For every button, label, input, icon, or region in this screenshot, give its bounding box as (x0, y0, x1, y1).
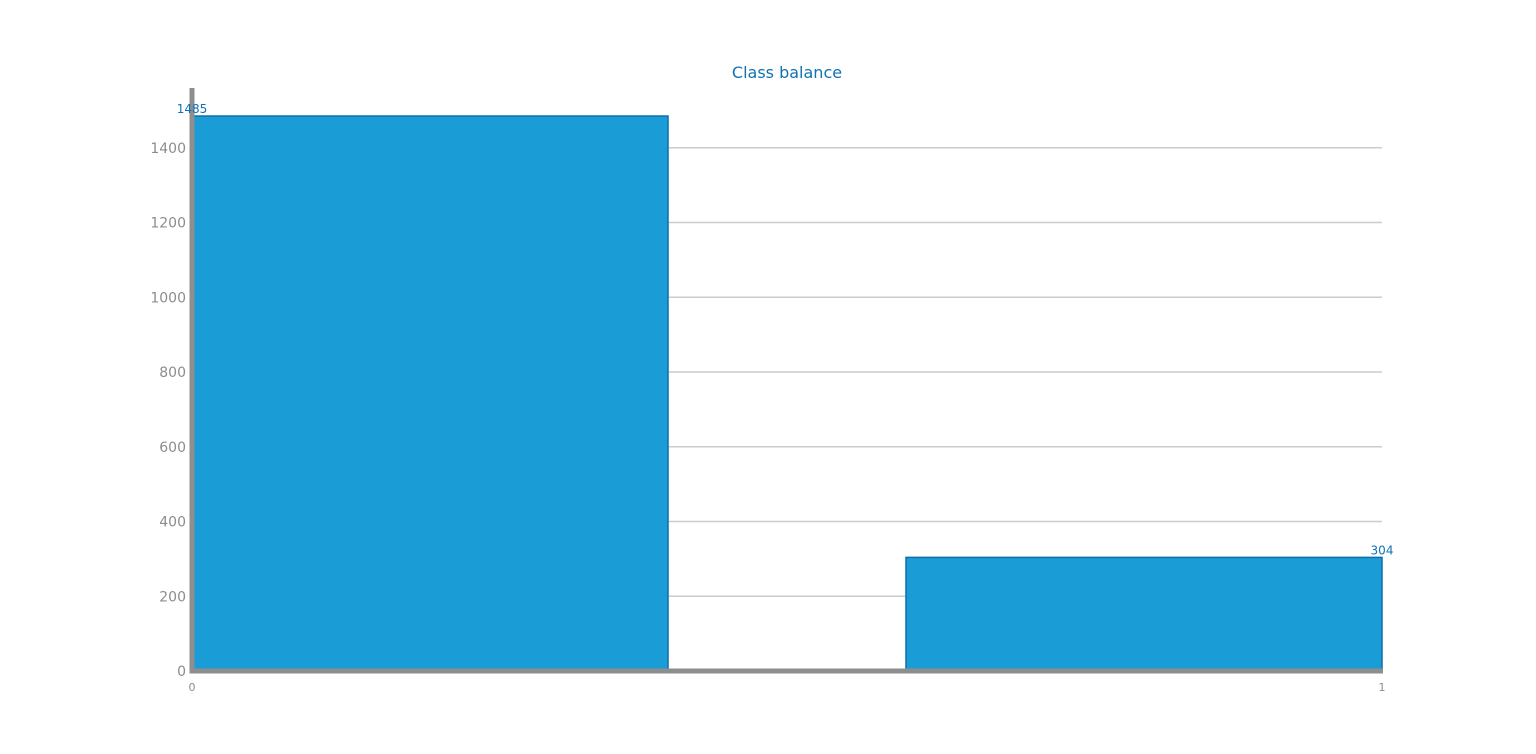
y-tick-label: 1400 (150, 141, 186, 157)
chart-title: Class balance (732, 63, 842, 82)
bar-0 (191, 115, 669, 672)
data-label-0: 1485 (177, 102, 208, 116)
data-label-1: 304 (1371, 543, 1394, 557)
y-tick-label: 200 (159, 589, 186, 605)
y-tick-label: 0 (177, 664, 186, 680)
bars (191, 115, 1383, 672)
axes (189, 88, 1383, 674)
y-tick-label: 1200 (150, 216, 186, 232)
x-tick-label: 1 (1379, 681, 1386, 694)
y-tick-label: 1000 (150, 290, 186, 306)
y-tick-label: 800 (159, 365, 186, 381)
labels: 0 200 400 600 800 1000 1200 1400 1485 304 0 1 (150, 102, 1393, 694)
x-tick-label: 0 (189, 681, 196, 694)
y-tick-label: 600 (159, 440, 186, 456)
bar-1 (905, 556, 1383, 672)
y-tick-label: 400 (159, 515, 186, 531)
